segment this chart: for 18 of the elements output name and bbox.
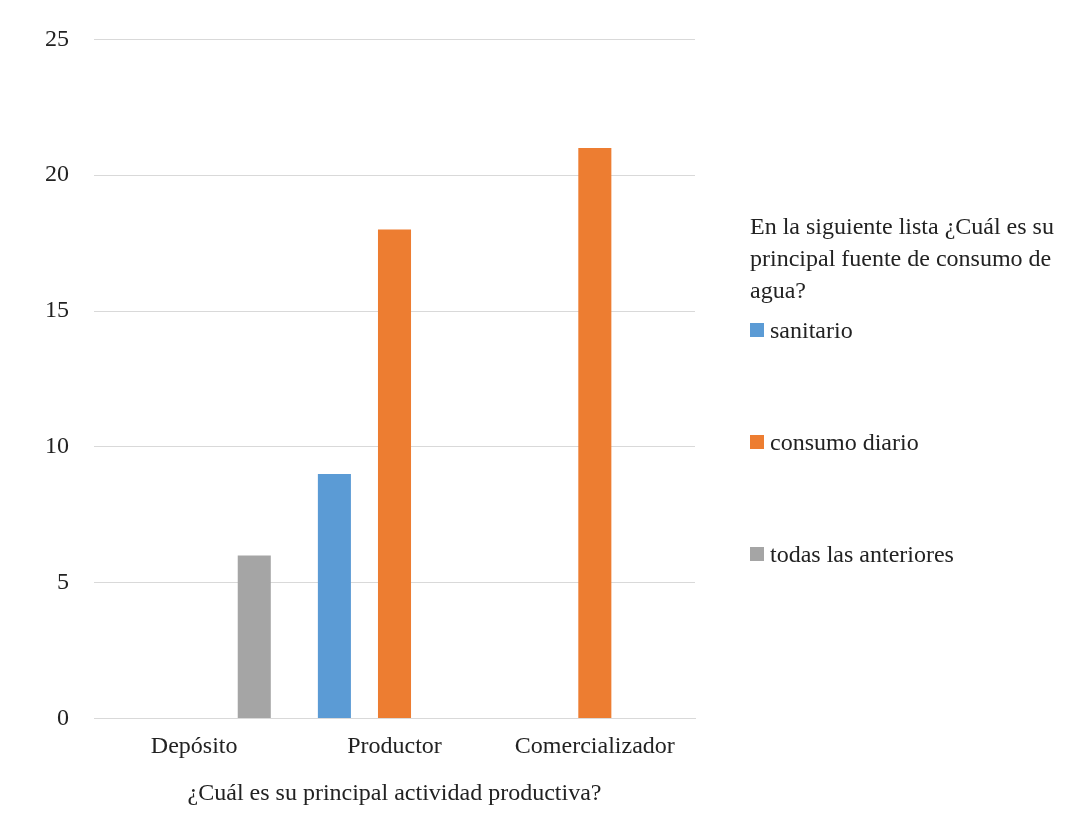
y-tick-label: 20 — [45, 160, 69, 187]
bar — [317, 473, 351, 718]
legend-label: sanitario — [770, 316, 853, 344]
y-tick-label: 5 — [57, 567, 69, 594]
bar — [578, 148, 612, 718]
x-tick-label: Depósito — [150, 732, 238, 759]
y-tick-label: 15 — [45, 296, 69, 323]
y-tick-label: 0 — [57, 703, 69, 730]
legend-title: En la siguiente lista ¿Cuál es su principal fuente de consumo de agua? — [750, 212, 1055, 305]
x-tick-label: Comercializador — [514, 732, 675, 759]
legend-label: consumo diario — [770, 428, 919, 456]
legend-label: todas las anteriores — [770, 540, 954, 568]
x-axis-title: ¿Cuál es su principal actividad productiva? — [187, 778, 602, 805]
x-tick-label: Productor — [347, 732, 442, 759]
bar — [377, 229, 412, 718]
y-tick-label: 25 — [45, 24, 69, 51]
bar — [237, 555, 271, 718]
y-tick-label: 10 — [45, 432, 69, 459]
